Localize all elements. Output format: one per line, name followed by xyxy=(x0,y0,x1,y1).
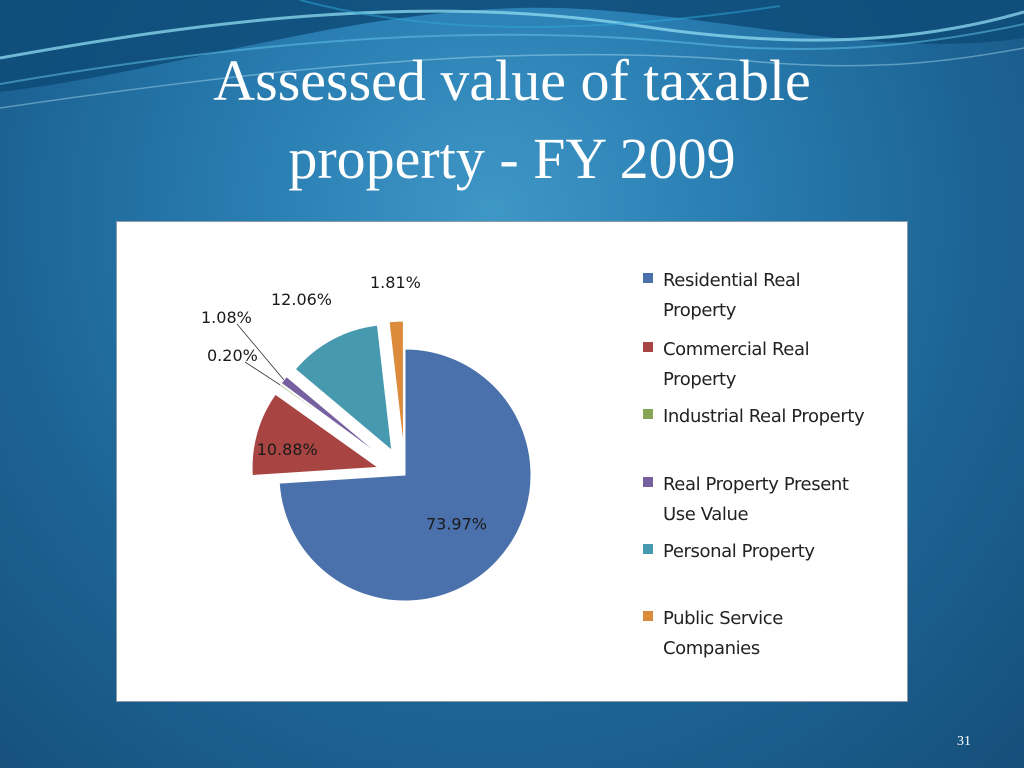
legend-swatch xyxy=(643,544,653,554)
pie-slice-3 xyxy=(280,375,384,459)
pie-data-label-4: 12.06% xyxy=(271,290,332,309)
legend-swatch xyxy=(643,409,653,419)
slide-title-line-2: property - FY 2009 xyxy=(288,126,736,191)
pie-slice-5 xyxy=(388,320,404,448)
pie-chart: 73.97% 10.88% 0.20% 1.08% 12.06% 1.81% xyxy=(201,273,532,602)
pie-data-label-2: 0.20% xyxy=(207,346,258,365)
legend-label-line-1: Personal Property xyxy=(663,541,815,562)
pie-slice-0 xyxy=(278,348,532,602)
pie-data-label-0: 73.97% xyxy=(426,514,487,533)
legend-label: Commercial Real Property xyxy=(663,335,903,395)
pie-data-label-5: 1.81% xyxy=(370,273,421,292)
legend-swatch xyxy=(643,477,653,487)
slide-title-line-1: Assessed value of taxable xyxy=(213,48,811,113)
legend-label-line-2: Property xyxy=(663,369,736,390)
legend-swatch xyxy=(643,342,653,352)
header-wave-decoration xyxy=(0,0,1024,109)
legend-label-line-1: Real Property Present xyxy=(663,474,849,495)
pie-slice-1 xyxy=(251,393,380,477)
pie-data-label-1: 10.88% xyxy=(257,440,318,459)
pie-slice-4 xyxy=(294,324,393,452)
legend-label-line-2: Use Value xyxy=(663,504,749,525)
legend-swatch xyxy=(643,611,653,621)
legend-label: Residential Real Property xyxy=(663,266,903,326)
legend-label: Real Property Present Use Value xyxy=(663,470,903,530)
chart-area: 73.97% 10.88% 0.20% 1.08% 12.06% 1.81% Reside… xyxy=(116,221,908,702)
legend-label-line-2: Companies xyxy=(663,638,760,659)
legend-label-line-1: Industrial Real Property xyxy=(663,406,865,427)
pie-data-label-3: 1.08% xyxy=(201,308,252,327)
legend-label-line-2: Property xyxy=(663,300,736,321)
legend-label-line-1: Public Service xyxy=(663,608,783,629)
legend-swatch xyxy=(643,273,653,283)
slide-page-number: 31 xyxy=(957,734,971,749)
legend-label: Industrial Real Property xyxy=(663,402,903,432)
legend-label-line-1: Residential Real xyxy=(663,270,801,291)
legend-label-line-1: Commercial Real xyxy=(663,339,810,360)
pie-leader-line-2 xyxy=(244,361,281,386)
pie-leader-line-3 xyxy=(236,323,285,381)
legend-label: Personal Property xyxy=(663,537,903,567)
legend-label: Public Service Companies xyxy=(663,604,903,664)
slide-title: Assessed value of taxable property - FY … xyxy=(112,42,912,198)
